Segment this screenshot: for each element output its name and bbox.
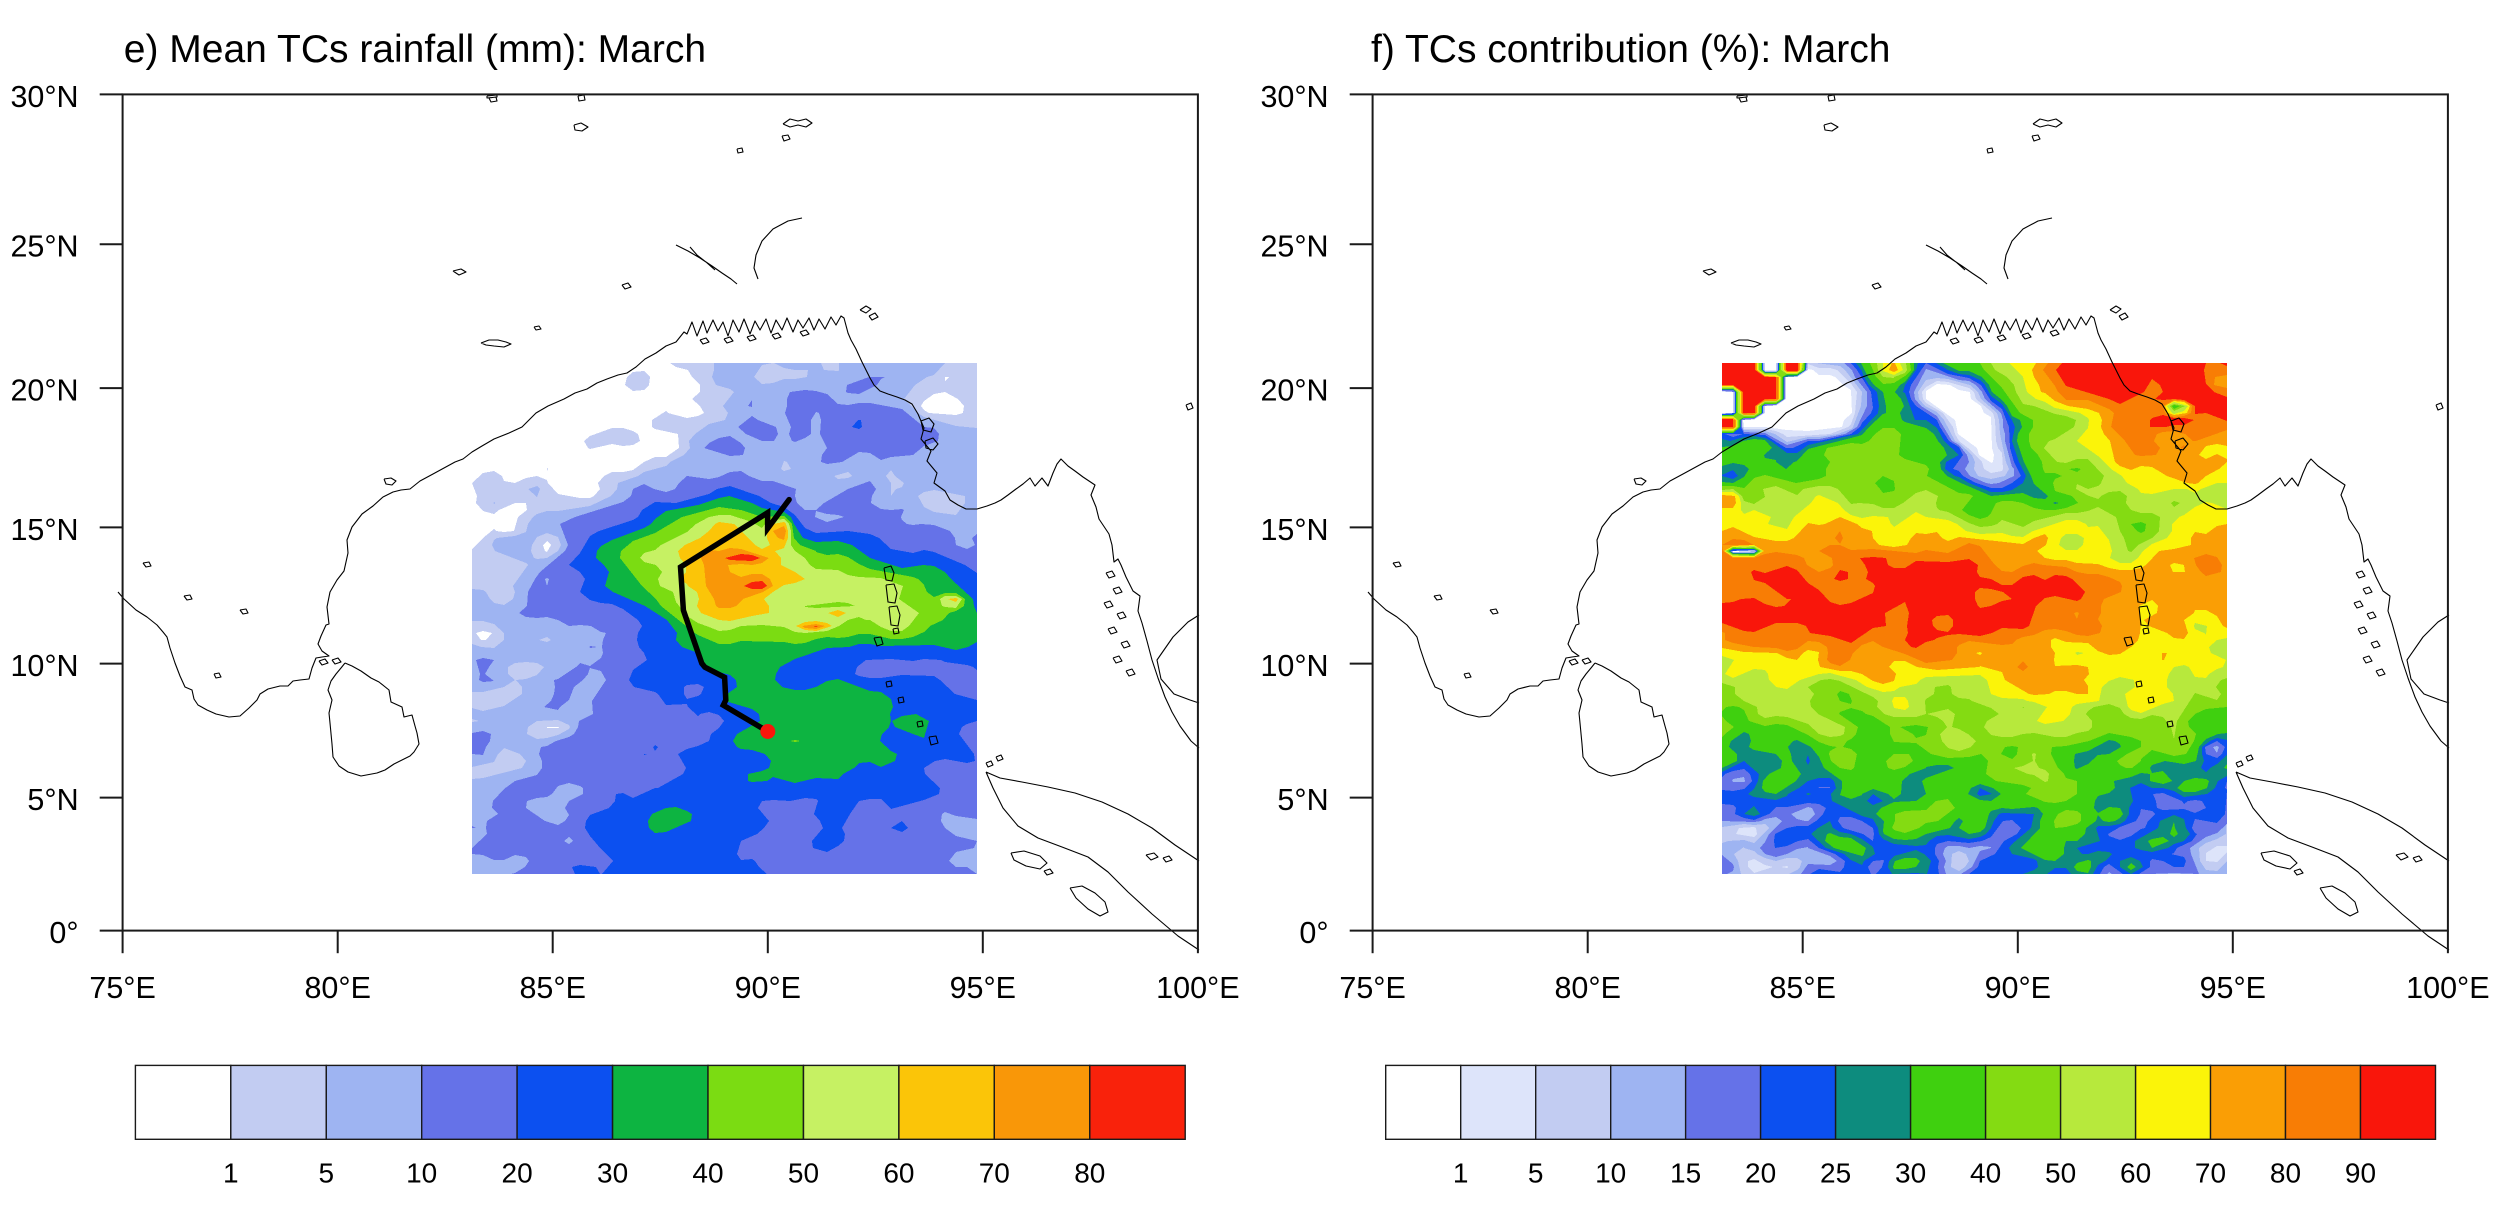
- svg-text:60: 60: [883, 1158, 914, 1189]
- svg-text:25°N: 25°N: [1260, 230, 1328, 264]
- svg-text:5: 5: [1528, 1158, 1544, 1189]
- svg-text:40: 40: [692, 1158, 723, 1189]
- svg-text:40: 40: [1970, 1158, 2001, 1189]
- svg-text:70: 70: [979, 1158, 1010, 1189]
- svg-text:75°E: 75°E: [1339, 971, 1405, 1005]
- svg-text:85°E: 85°E: [1769, 971, 1835, 1005]
- svg-text:90°E: 90°E: [1985, 971, 2051, 1005]
- svg-text:75°E: 75°E: [89, 971, 155, 1005]
- svg-text:80°E: 80°E: [304, 971, 370, 1005]
- svg-text:0°: 0°: [1299, 916, 1328, 950]
- svg-text:80°E: 80°E: [1554, 971, 1620, 1005]
- svg-text:30°N: 30°N: [1260, 80, 1328, 114]
- svg-text:100°E: 100°E: [2406, 971, 2489, 1005]
- svg-text:0°: 0°: [49, 916, 78, 950]
- svg-text:10°N: 10°N: [1260, 649, 1328, 683]
- svg-text:20°N: 20°N: [1260, 374, 1328, 408]
- svg-text:20: 20: [502, 1158, 533, 1189]
- svg-text:1: 1: [223, 1158, 239, 1189]
- svg-text:e) Mean TCs rainfall (mm): Mar: e) Mean TCs rainfall (mm): March: [124, 28, 706, 71]
- svg-text:90°E: 90°E: [735, 971, 801, 1005]
- svg-text:15°N: 15°N: [10, 513, 78, 547]
- svg-text:50: 50: [788, 1158, 819, 1189]
- svg-text:60: 60: [2120, 1158, 2151, 1189]
- svg-text:95°E: 95°E: [2200, 971, 2266, 1005]
- svg-text:15°N: 15°N: [1260, 513, 1328, 547]
- svg-text:80: 80: [2270, 1158, 2301, 1189]
- svg-text:25°N: 25°N: [10, 230, 78, 264]
- svg-text:100°E: 100°E: [1156, 971, 1239, 1005]
- svg-text:50: 50: [2045, 1158, 2076, 1189]
- svg-text:5: 5: [319, 1158, 335, 1189]
- svg-text:80: 80: [1074, 1158, 1105, 1189]
- svg-text:10: 10: [1595, 1158, 1626, 1189]
- svg-text:20°N: 20°N: [10, 374, 78, 408]
- svg-text:95°E: 95°E: [950, 971, 1016, 1005]
- svg-text:30°N: 30°N: [10, 80, 78, 114]
- svg-text:85°E: 85°E: [519, 971, 585, 1005]
- svg-text:20: 20: [1745, 1158, 1776, 1189]
- svg-text:70: 70: [2195, 1158, 2226, 1189]
- svg-text:15: 15: [1670, 1158, 1701, 1189]
- svg-text:1: 1: [1453, 1158, 1469, 1189]
- svg-text:5°N: 5°N: [1277, 783, 1328, 817]
- svg-text:f) TCs contribution (%): March: f) TCs contribution (%): March: [1371, 28, 1890, 71]
- svg-text:25: 25: [1820, 1158, 1851, 1189]
- svg-text:10: 10: [406, 1158, 437, 1189]
- svg-text:5°N: 5°N: [27, 783, 78, 817]
- svg-text:30: 30: [1895, 1158, 1926, 1189]
- svg-text:10°N: 10°N: [10, 649, 78, 683]
- svg-text:30: 30: [597, 1158, 628, 1189]
- svg-text:90: 90: [2345, 1158, 2376, 1189]
